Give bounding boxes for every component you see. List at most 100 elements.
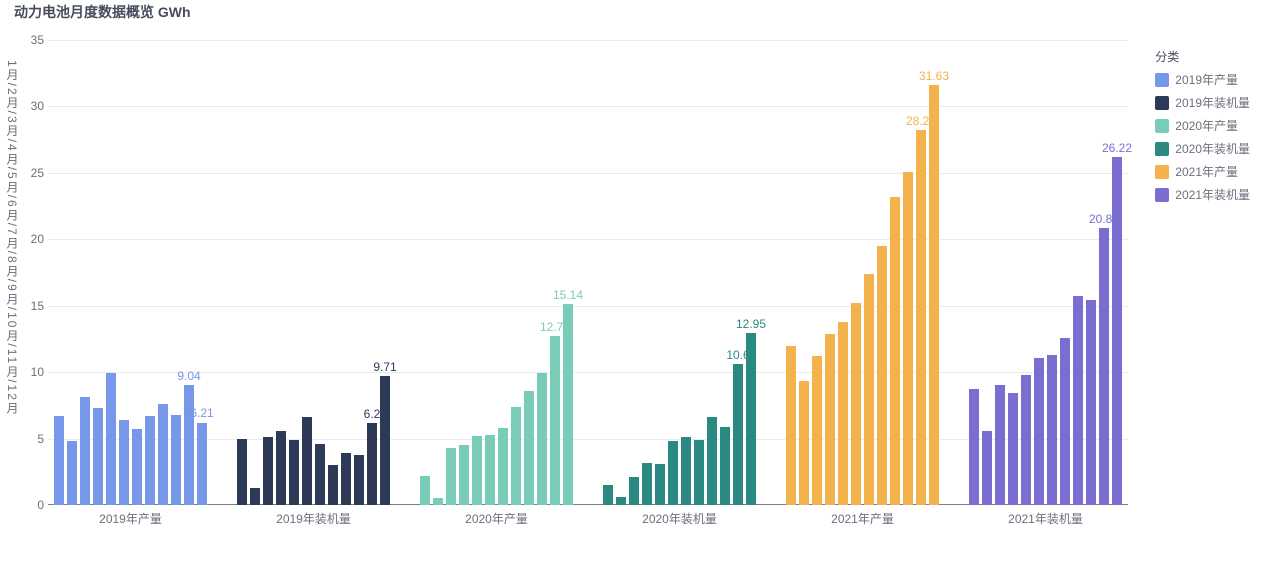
x-axis-line (48, 504, 1128, 505)
bar (67, 441, 77, 505)
legend-item[interactable]: 2021年装机量 (1155, 186, 1250, 203)
chart-title: 动力电池月度数据概览 GWh (14, 2, 191, 22)
bar (1034, 358, 1044, 505)
bar (106, 373, 116, 505)
gridline (48, 306, 1128, 307)
bar (1060, 338, 1070, 505)
bar (472, 436, 482, 505)
x-tick-label: 2021年产量 (831, 510, 894, 527)
bar (263, 437, 273, 505)
x-tick-label: 2020年装机量 (642, 510, 717, 527)
value-label: 15.14 (553, 288, 583, 302)
bar (145, 416, 155, 505)
bar (485, 435, 495, 505)
bar (289, 440, 299, 505)
bar (720, 427, 730, 505)
bar (511, 407, 521, 505)
bar (550, 336, 560, 505)
gridline (48, 439, 1128, 440)
gridline (48, 372, 1128, 373)
value-label: 12.95 (736, 317, 766, 331)
legend-title: 分类 (1155, 48, 1250, 65)
legend-item[interactable]: 2019年装机量 (1155, 94, 1250, 111)
bar (733, 364, 743, 505)
y-tick-label: 15 (20, 299, 44, 313)
bar (1099, 228, 1109, 505)
bar (629, 477, 639, 505)
y-tick-label: 20 (20, 232, 44, 246)
bar (367, 423, 377, 505)
legend-item[interactable]: 2020年装机量 (1155, 140, 1250, 157)
bar (877, 246, 887, 505)
bar (184, 385, 194, 505)
bar (119, 420, 129, 505)
bar (459, 445, 469, 505)
legend-item[interactable]: 2019年产量 (1155, 71, 1250, 88)
bar (80, 397, 90, 505)
bar (93, 408, 103, 505)
bar (799, 381, 809, 505)
value-label: 9.71 (373, 360, 396, 374)
bar (1008, 393, 1018, 505)
legend-label: 2019年装机量 (1175, 94, 1250, 111)
bar (655, 464, 665, 505)
x-tick-label: 2019年产量 (99, 510, 162, 527)
bar (746, 333, 756, 505)
bar (158, 404, 168, 505)
value-label: 26.22 (1102, 141, 1132, 155)
bar (563, 304, 573, 505)
value-label: 31.63 (919, 69, 949, 83)
bar (1086, 300, 1096, 505)
bar (903, 172, 913, 505)
bar (786, 346, 796, 505)
y-tick-label: 5 (20, 432, 44, 446)
legend-swatch (1155, 188, 1169, 202)
y-tick-label: 25 (20, 166, 44, 180)
value-label: 6.2 (364, 407, 381, 421)
y-tick-label: 0 (20, 498, 44, 512)
bar (302, 417, 312, 505)
legend-label: 2020年产量 (1175, 117, 1238, 134)
legend-label: 2019年产量 (1175, 71, 1238, 88)
plot-area: 051015202530352019年产量9.046.212019年装机量6.2… (48, 40, 1128, 505)
legend-swatch (1155, 165, 1169, 179)
bar (380, 376, 390, 505)
bar (433, 498, 443, 505)
bar (929, 85, 939, 505)
bar (916, 130, 926, 505)
legend-label: 2021年产量 (1175, 163, 1238, 180)
legend-item[interactable]: 2021年产量 (1155, 163, 1250, 180)
bar (707, 417, 717, 505)
y-tick-label: 30 (20, 99, 44, 113)
value-label: 9.04 (177, 369, 200, 383)
x-tick-label: 2021年装机量 (1008, 510, 1083, 527)
bar (446, 448, 456, 505)
bar (995, 385, 1005, 505)
bar (969, 389, 979, 505)
legend-item[interactable]: 2020年产量 (1155, 117, 1250, 134)
bar (668, 441, 678, 505)
gridline (48, 40, 1128, 41)
legend-swatch (1155, 73, 1169, 87)
bar (54, 416, 64, 505)
bar (537, 373, 547, 505)
bar (341, 453, 351, 505)
bar (603, 485, 613, 505)
bar (171, 415, 181, 505)
gridline (48, 239, 1128, 240)
legend-label: 2020年装机量 (1175, 140, 1250, 157)
bar (1112, 157, 1122, 505)
bar (250, 488, 260, 505)
bar (315, 444, 325, 505)
legend-swatch (1155, 142, 1169, 156)
bar (276, 431, 286, 505)
bar (890, 197, 900, 505)
gridline (48, 106, 1128, 107)
bar (642, 463, 652, 506)
legend: 分类 2019年产量 2019年装机量 2020年产量 2020年装机量 2021年产量… (1155, 48, 1250, 209)
bar (1073, 296, 1083, 505)
x-tick-label: 2019年装机量 (276, 510, 351, 527)
y-tick-label: 10 (20, 365, 44, 379)
bar (982, 431, 992, 505)
bar (237, 439, 247, 505)
